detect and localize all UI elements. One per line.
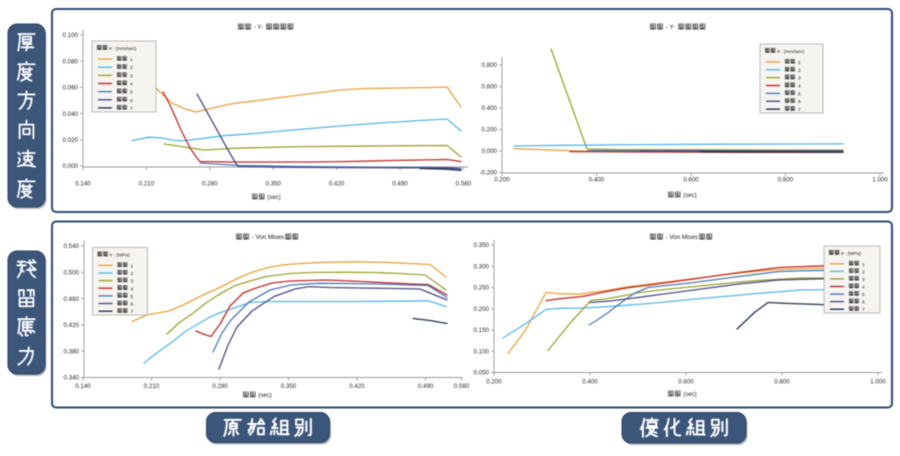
svg-text:7: 7	[130, 106, 133, 112]
svg-text:1.000: 1.000	[872, 177, 888, 184]
svg-text:0.400: 0.400	[582, 379, 598, 386]
svg-text:0.540: 0.540	[64, 243, 80, 250]
svg-text:0.350: 0.350	[281, 383, 297, 390]
svg-text:0.140: 0.140	[75, 383, 91, 390]
svg-text:0.150: 0.150	[474, 327, 490, 334]
svg-text:4: 4	[131, 286, 134, 292]
svg-text:0.210: 0.210	[139, 181, 155, 188]
svg-text:0.200: 0.200	[486, 379, 502, 386]
svg-text:- Von Mises: - Von Mises	[252, 234, 284, 241]
svg-text:0.560: 0.560	[454, 383, 470, 390]
svg-text:0.280: 0.280	[202, 181, 218, 188]
svg-text:0.600: 0.600	[482, 84, 498, 91]
svg-text:0.140: 0.140	[75, 181, 91, 188]
svg-text:4: 4	[862, 285, 865, 291]
svg-text:0.060: 0.060	[63, 85, 79, 92]
svg-text:3: 3	[131, 279, 134, 285]
svg-text:0.100: 0.100	[474, 348, 490, 355]
svg-text:1.000: 1.000	[870, 379, 886, 386]
svg-text:0.600: 0.600	[683, 177, 699, 184]
svg-text:0.490: 0.490	[392, 181, 408, 188]
svg-text:5: 5	[130, 90, 133, 96]
svg-text:0.100: 0.100	[63, 32, 79, 39]
svg-text:1: 1	[131, 263, 134, 269]
svg-text:0.210: 0.210	[144, 383, 160, 390]
svg-text:1: 1	[862, 262, 865, 268]
svg-text:2: 2	[131, 271, 134, 277]
svg-text:- Y-: - Y-	[666, 24, 675, 31]
svg-text:1: 1	[130, 57, 133, 63]
svg-text:3: 3	[130, 73, 133, 79]
svg-text:0.280: 0.280	[212, 383, 228, 390]
svg-text:0.400: 0.400	[482, 105, 498, 112]
svg-text:2: 2	[798, 68, 801, 74]
svg-text:-0.200: -0.200	[479, 170, 497, 177]
svg-text:- Von Mises: - Von Mises	[666, 234, 698, 241]
svg-text:7: 7	[798, 107, 801, 113]
svg-text:0.400: 0.400	[589, 177, 605, 184]
svg-text:# : (MPa): # : (MPa)	[110, 253, 130, 259]
svg-text:0.380: 0.380	[64, 348, 80, 355]
svg-text:3: 3	[862, 277, 865, 283]
svg-text:0.420: 0.420	[329, 181, 345, 188]
svg-text:0.200: 0.200	[474, 306, 490, 313]
svg-text:6: 6	[131, 302, 134, 308]
svg-text:0.800: 0.800	[482, 62, 498, 69]
svg-text:2: 2	[130, 65, 133, 71]
svg-text:0.040: 0.040	[63, 111, 79, 118]
svg-text:0.600: 0.600	[678, 379, 694, 386]
svg-text:0.020: 0.020	[63, 137, 79, 144]
svg-text:0.200: 0.200	[482, 127, 498, 134]
svg-text:0.050: 0.050	[474, 370, 490, 377]
svg-text:(sec): (sec)	[258, 393, 271, 399]
svg-text:(sec): (sec)	[683, 392, 696, 398]
svg-text:0.460: 0.460	[64, 296, 80, 303]
svg-text:# : (mm/sec): # : (mm/sec)	[777, 49, 805, 55]
svg-text:# : (mm/sec): # : (mm/sec)	[109, 46, 137, 52]
svg-text:(sec): (sec)	[683, 193, 696, 199]
svg-text:5: 5	[798, 91, 801, 97]
svg-text:0.420: 0.420	[349, 383, 365, 390]
svg-text:6: 6	[130, 98, 133, 104]
svg-text:4: 4	[130, 82, 133, 88]
svg-text:2: 2	[862, 269, 865, 275]
svg-text:0.350: 0.350	[265, 181, 281, 188]
svg-text:0.800: 0.800	[778, 177, 794, 184]
svg-text:6: 6	[798, 99, 801, 105]
svg-text:7: 7	[862, 307, 865, 313]
svg-text:0.420: 0.420	[64, 322, 80, 329]
svg-text:6: 6	[862, 300, 865, 306]
svg-text:0.200: 0.200	[494, 177, 510, 184]
svg-text:0.490: 0.490	[418, 383, 434, 390]
svg-text:5: 5	[862, 292, 865, 298]
svg-text:3: 3	[798, 76, 801, 82]
svg-text:4: 4	[798, 84, 801, 90]
svg-text:0.300: 0.300	[474, 263, 490, 270]
svg-text:0.340: 0.340	[64, 375, 80, 382]
svg-text:1: 1	[798, 60, 801, 66]
svg-text:0.350: 0.350	[474, 242, 490, 249]
svg-text:0.500: 0.500	[64, 270, 80, 277]
svg-text:(sec): (sec)	[267, 195, 280, 201]
svg-text:- Y-: - Y-	[254, 24, 263, 31]
svg-text:0.560: 0.560	[456, 181, 472, 188]
svg-text:5: 5	[131, 294, 134, 300]
svg-text:7: 7	[131, 309, 134, 315]
svg-text:0.000: 0.000	[63, 163, 79, 170]
svg-text:0.800: 0.800	[774, 379, 790, 386]
svg-text:0.250: 0.250	[474, 285, 490, 292]
svg-text:0.080: 0.080	[63, 58, 79, 65]
svg-text:# : (MPa): # : (MPa)	[841, 251, 861, 257]
svg-text:0.000: 0.000	[482, 148, 498, 155]
